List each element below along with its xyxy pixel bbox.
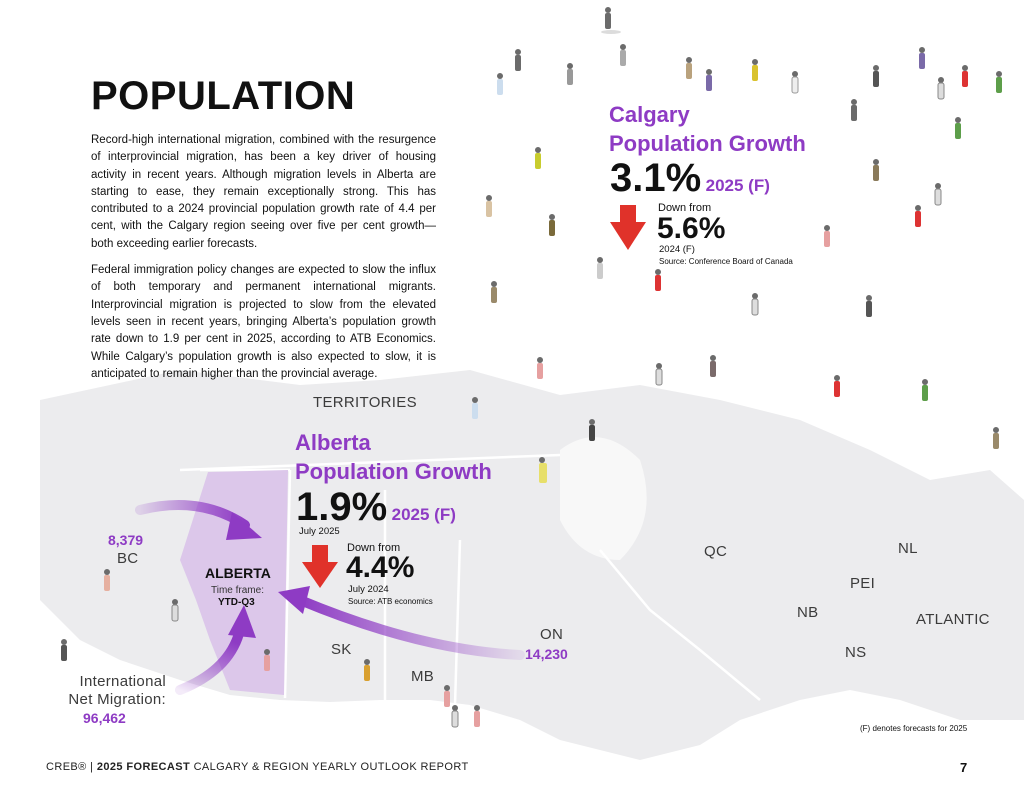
label-pei: PEI bbox=[850, 575, 876, 592]
label-alberta: ALBERTA bbox=[205, 565, 271, 581]
calgary-headline-line2: Population Growth bbox=[609, 131, 806, 156]
on-value: 14,230 bbox=[525, 646, 568, 662]
page-title: POPULATION bbox=[91, 74, 356, 118]
intl-line1: International bbox=[79, 673, 166, 690]
alberta-forecast: 2025 (F) bbox=[391, 505, 456, 524]
label-territories: TERRITORIES bbox=[313, 394, 417, 411]
calgary-value: 3.1% bbox=[610, 156, 702, 200]
intl-migration-label: International Net Migration: bbox=[62, 673, 166, 709]
alberta-headline: Alberta Population Growth bbox=[295, 428, 492, 486]
calgary-headline-line1: Calgary bbox=[609, 102, 690, 127]
footer-text: CALGARY & REGION YEARLY OUTLOOK REPORT bbox=[193, 761, 469, 773]
calgary-source: Source: Conference Board of Canada bbox=[659, 257, 793, 266]
people-crowd bbox=[61, 7, 1002, 728]
timeframe-label: Time frame: bbox=[211, 585, 264, 596]
footer: CREB® | 2025 FORECAST CALGARY & REGION Y… bbox=[46, 761, 469, 773]
alberta-value: 1.9% bbox=[296, 485, 388, 529]
footer-bold: 2025 FORECAST bbox=[96, 761, 191, 773]
alberta-previous-period: July 2024 bbox=[348, 584, 389, 595]
label-ns: NS bbox=[845, 644, 867, 661]
calgary-down-from: Down from bbox=[658, 202, 712, 214]
footer-brand: CREB® bbox=[46, 761, 87, 773]
bc-value: 8,379 bbox=[108, 532, 144, 548]
label-mb: MB bbox=[411, 668, 435, 685]
intl-value: 96,462 bbox=[83, 710, 126, 726]
calgary-forecast: 2025 (F) bbox=[705, 176, 770, 195]
alberta-headline-line1: Alberta bbox=[295, 430, 371, 455]
alberta-down-from: Down from bbox=[347, 542, 401, 554]
on-arrow bbox=[295, 595, 525, 660]
alberta-source: Source: ATB economics bbox=[348, 597, 433, 606]
intl-arrow bbox=[175, 625, 245, 695]
paragraph-1: Record-high international migration, com… bbox=[91, 134, 436, 250]
forecast-note: (F) denotes forecasts for 2025 bbox=[860, 724, 968, 733]
calgary-previous-value: 5.6% bbox=[657, 212, 726, 245]
alberta-headline-line2: Population Growth bbox=[295, 459, 492, 484]
alberta-down-arrow-icon bbox=[302, 545, 338, 588]
timeframe-value: YTD-Q3 bbox=[218, 597, 255, 608]
intro-text: Record-high international migration, com… bbox=[91, 132, 436, 392]
label-qc: QC bbox=[704, 543, 728, 560]
paragraph-2: Federal immigration policy changes are e… bbox=[91, 264, 436, 380]
label-nb: NB bbox=[797, 604, 819, 621]
alberta-value-period: July 2025 bbox=[299, 526, 340, 537]
label-on: ON bbox=[540, 626, 564, 643]
calgary-value-row: 3.1% 2025 (F) bbox=[610, 158, 770, 198]
alberta-value-row: 1.9% 2025 (F) bbox=[296, 487, 456, 527]
label-atlantic: ATLANTIC bbox=[916, 611, 990, 628]
page-number: 7 bbox=[960, 760, 968, 775]
calgary-headline: Calgary Population Growth bbox=[609, 100, 806, 158]
footer-separator: | bbox=[90, 761, 94, 773]
label-sk: SK bbox=[331, 641, 352, 658]
intl-line2: Net Migration: bbox=[68, 691, 166, 708]
calgary-down-arrow-icon bbox=[610, 205, 646, 250]
label-nl: NL bbox=[898, 540, 918, 557]
label-bc: BC bbox=[117, 550, 139, 567]
alberta-previous-value: 4.4% bbox=[346, 551, 415, 584]
calgary-previous-period: 2024 (F) bbox=[659, 244, 695, 255]
